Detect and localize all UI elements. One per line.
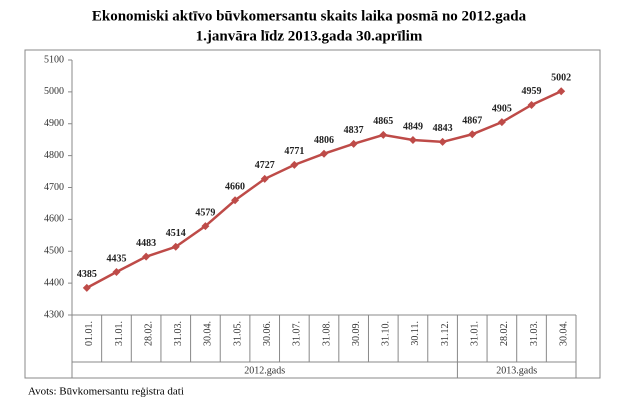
x-tick-label: 30.09. — [351, 321, 362, 346]
y-tick-label: 4600 — [44, 214, 64, 225]
data-label: 4727 — [255, 160, 275, 171]
data-label: 5002 — [551, 73, 571, 84]
data-label: 4849 — [403, 121, 423, 132]
x-tick-label: 30.04. — [203, 321, 214, 346]
x-tick-label: 31.01. — [470, 321, 481, 346]
data-label: 4867 — [462, 116, 482, 127]
x-tick-label: 30.06. — [262, 321, 273, 346]
data-point — [201, 222, 210, 231]
x-tick-label: 31.12. — [440, 321, 451, 346]
y-tick-label: 4300 — [44, 309, 64, 320]
data-point — [142, 252, 151, 261]
data-label: 4837 — [344, 125, 364, 136]
x-tick-label: 30.11. — [410, 321, 421, 346]
data-label: 4514 — [166, 228, 186, 239]
data-point — [112, 267, 121, 276]
y-tick-label: 4500 — [44, 246, 64, 257]
data-point — [171, 242, 180, 251]
y-tick-label: 4400 — [44, 277, 64, 288]
data-point — [231, 196, 240, 205]
data-label: 4959 — [522, 86, 542, 97]
data-label: 4660 — [225, 182, 245, 193]
source-note: Avots: Būvkomersantu reģistra dati — [28, 386, 184, 398]
group-label: 2013.gads — [496, 365, 537, 376]
y-tick-label: 4900 — [44, 118, 64, 129]
y-tick-label: 5100 — [44, 54, 64, 65]
data-label: 4865 — [373, 116, 393, 127]
x-tick-label: 31.03. — [173, 321, 184, 346]
x-tick-label: 30.04. — [558, 321, 569, 346]
data-point — [438, 137, 447, 146]
x-tick-label: 31.08. — [321, 321, 332, 346]
data-label: 4435 — [106, 253, 126, 264]
x-tick-label: 31.03. — [529, 321, 540, 346]
x-tick-label: 28.02. — [143, 321, 154, 346]
chart-title: Ekonomiski aktīvo būvkomersantu skaits l… — [92, 8, 527, 24]
x-tick-label: 31.05. — [232, 321, 243, 346]
x-tick-label: 28.02. — [499, 321, 510, 346]
data-point — [290, 160, 299, 169]
x-tick-label: 31.01. — [114, 321, 125, 346]
y-tick-label: 4700 — [44, 182, 64, 193]
y-tick-label: 4800 — [44, 150, 64, 161]
data-label: 4771 — [284, 146, 304, 157]
data-label: 4905 — [492, 103, 512, 114]
x-tick-label: 31.07. — [292, 321, 303, 346]
data-point — [320, 149, 328, 158]
data-point — [557, 87, 566, 96]
data-point — [527, 100, 536, 109]
data-label: 4483 — [136, 238, 156, 249]
data-point — [379, 130, 388, 139]
chart-title: 1.janvāra līdz 2013.gada 30.aprīlim — [196, 28, 423, 44]
x-tick-label: 31.10. — [381, 321, 392, 346]
data-point — [82, 283, 91, 292]
chart-frame — [24, 49, 601, 379]
group-label: 2012.gads — [244, 365, 285, 376]
data-label: 4385 — [77, 269, 97, 280]
data-label: 4579 — [195, 207, 215, 218]
data-point — [260, 174, 269, 183]
data-point — [497, 118, 506, 127]
data-point — [468, 130, 477, 139]
y-tick-label: 5000 — [44, 86, 64, 97]
x-tick-label: 01.01. — [84, 321, 95, 346]
data-label: 4843 — [433, 123, 453, 134]
data-label: 4806 — [314, 135, 334, 146]
data-point — [408, 136, 417, 145]
data-point — [349, 139, 358, 148]
